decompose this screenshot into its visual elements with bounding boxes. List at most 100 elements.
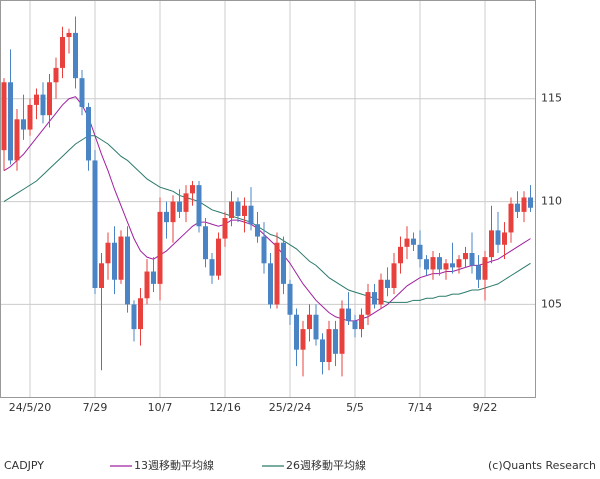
candle-body	[216, 238, 221, 276]
legend-label: 26週移動平均線	[286, 458, 366, 472]
plot-frame	[0, 0, 536, 398]
candle-body	[229, 201, 234, 219]
y-tick-label: 110	[541, 195, 562, 208]
candle-body	[196, 185, 202, 227]
x-tick-label: 24/5/20	[9, 401, 51, 414]
candle-body	[378, 279, 384, 305]
candle-body	[294, 314, 299, 350]
candle-body	[489, 230, 494, 258]
candle-body	[190, 185, 195, 194]
candle-body	[300, 329, 306, 350]
candle-body	[53, 67, 59, 83]
candle-body	[339, 308, 345, 354]
y-tick-label: 105	[541, 297, 562, 310]
candle-body	[320, 339, 325, 363]
candle-body	[86, 106, 91, 161]
candle-body	[131, 304, 137, 330]
x-tick-label: 9/22	[473, 401, 498, 414]
candle-body	[372, 292, 377, 305]
candle-body	[79, 78, 85, 107]
x-tick-label: 10/7	[148, 401, 173, 414]
candle-body	[482, 257, 488, 280]
candle-body	[346, 308, 351, 321]
candle-body	[14, 119, 20, 161]
candle-body	[456, 259, 462, 268]
candle-body	[235, 201, 241, 216]
candle-body	[27, 104, 33, 130]
candle-body	[209, 259, 215, 276]
candle-body	[463, 253, 468, 260]
candle-body	[242, 205, 247, 216]
candle-body	[268, 263, 273, 305]
candle-body	[144, 271, 150, 299]
candle-body	[125, 236, 130, 305]
candle-body	[437, 257, 442, 270]
candle-body	[203, 226, 208, 260]
candle-body	[281, 242, 286, 284]
candle-body	[411, 238, 416, 245]
candle-body	[287, 283, 293, 315]
candle-body	[502, 232, 507, 245]
candle-body	[333, 329, 338, 354]
candle-body	[476, 265, 481, 280]
candle-body	[21, 119, 26, 130]
candle-body	[398, 246, 403, 264]
candle-body	[164, 211, 169, 223]
candle-body	[183, 193, 189, 212]
candle-body	[274, 242, 280, 305]
candle-body	[365, 292, 371, 315]
candle-body	[92, 160, 98, 288]
candle-body	[385, 279, 390, 288]
candle-body	[313, 314, 319, 340]
candle-body	[424, 259, 429, 270]
y-tick-label: 115	[541, 92, 562, 105]
candle-body	[105, 242, 111, 264]
symbol-label: CADJPY	[4, 459, 44, 472]
candle-body	[515, 203, 520, 212]
candle-body	[34, 94, 39, 105]
candle-body	[222, 218, 228, 239]
candle-body	[307, 314, 312, 330]
candle-body	[1, 82, 7, 151]
x-tick-label: 7/14	[408, 401, 433, 414]
candle-body	[118, 236, 124, 280]
candle-body	[391, 263, 397, 288]
x-tick-label: 12/16	[209, 401, 241, 414]
candle-body	[151, 271, 156, 284]
candle-body	[450, 263, 455, 268]
candle-body	[404, 238, 410, 247]
legend-label: 13週移動平均線	[134, 458, 214, 472]
x-tick-label: 25/2/24	[269, 401, 311, 414]
candle-body	[417, 244, 423, 260]
candle-body	[528, 197, 533, 208]
candle-body	[177, 201, 182, 212]
moving-average-line	[3, 135, 531, 303]
candle-body	[66, 32, 72, 38]
candle-body	[326, 329, 332, 363]
candle-body	[508, 203, 514, 233]
candle-body	[73, 32, 78, 79]
candle-body	[443, 263, 449, 270]
candle-body	[157, 211, 163, 284]
candle-body	[352, 320, 358, 330]
candle-body	[248, 205, 254, 225]
moving-average-line	[3, 96, 531, 322]
candle-body	[112, 242, 117, 280]
candle-body	[469, 253, 475, 266]
candle-body	[255, 224, 260, 237]
candle-body	[430, 257, 436, 270]
candle-body	[359, 314, 364, 330]
candle-body	[40, 94, 46, 116]
x-tick-label: 7/29	[83, 401, 108, 414]
candle-body	[521, 197, 527, 212]
candle-body	[60, 37, 65, 68]
credit: (c)Quants Research	[488, 459, 596, 472]
candle-body	[99, 263, 104, 288]
x-tick-label: 5/5	[346, 401, 364, 414]
candle-body	[261, 236, 267, 264]
candle-body	[138, 298, 143, 330]
candle-body	[47, 82, 52, 116]
candle-body	[495, 230, 501, 245]
candle-body	[170, 201, 176, 223]
